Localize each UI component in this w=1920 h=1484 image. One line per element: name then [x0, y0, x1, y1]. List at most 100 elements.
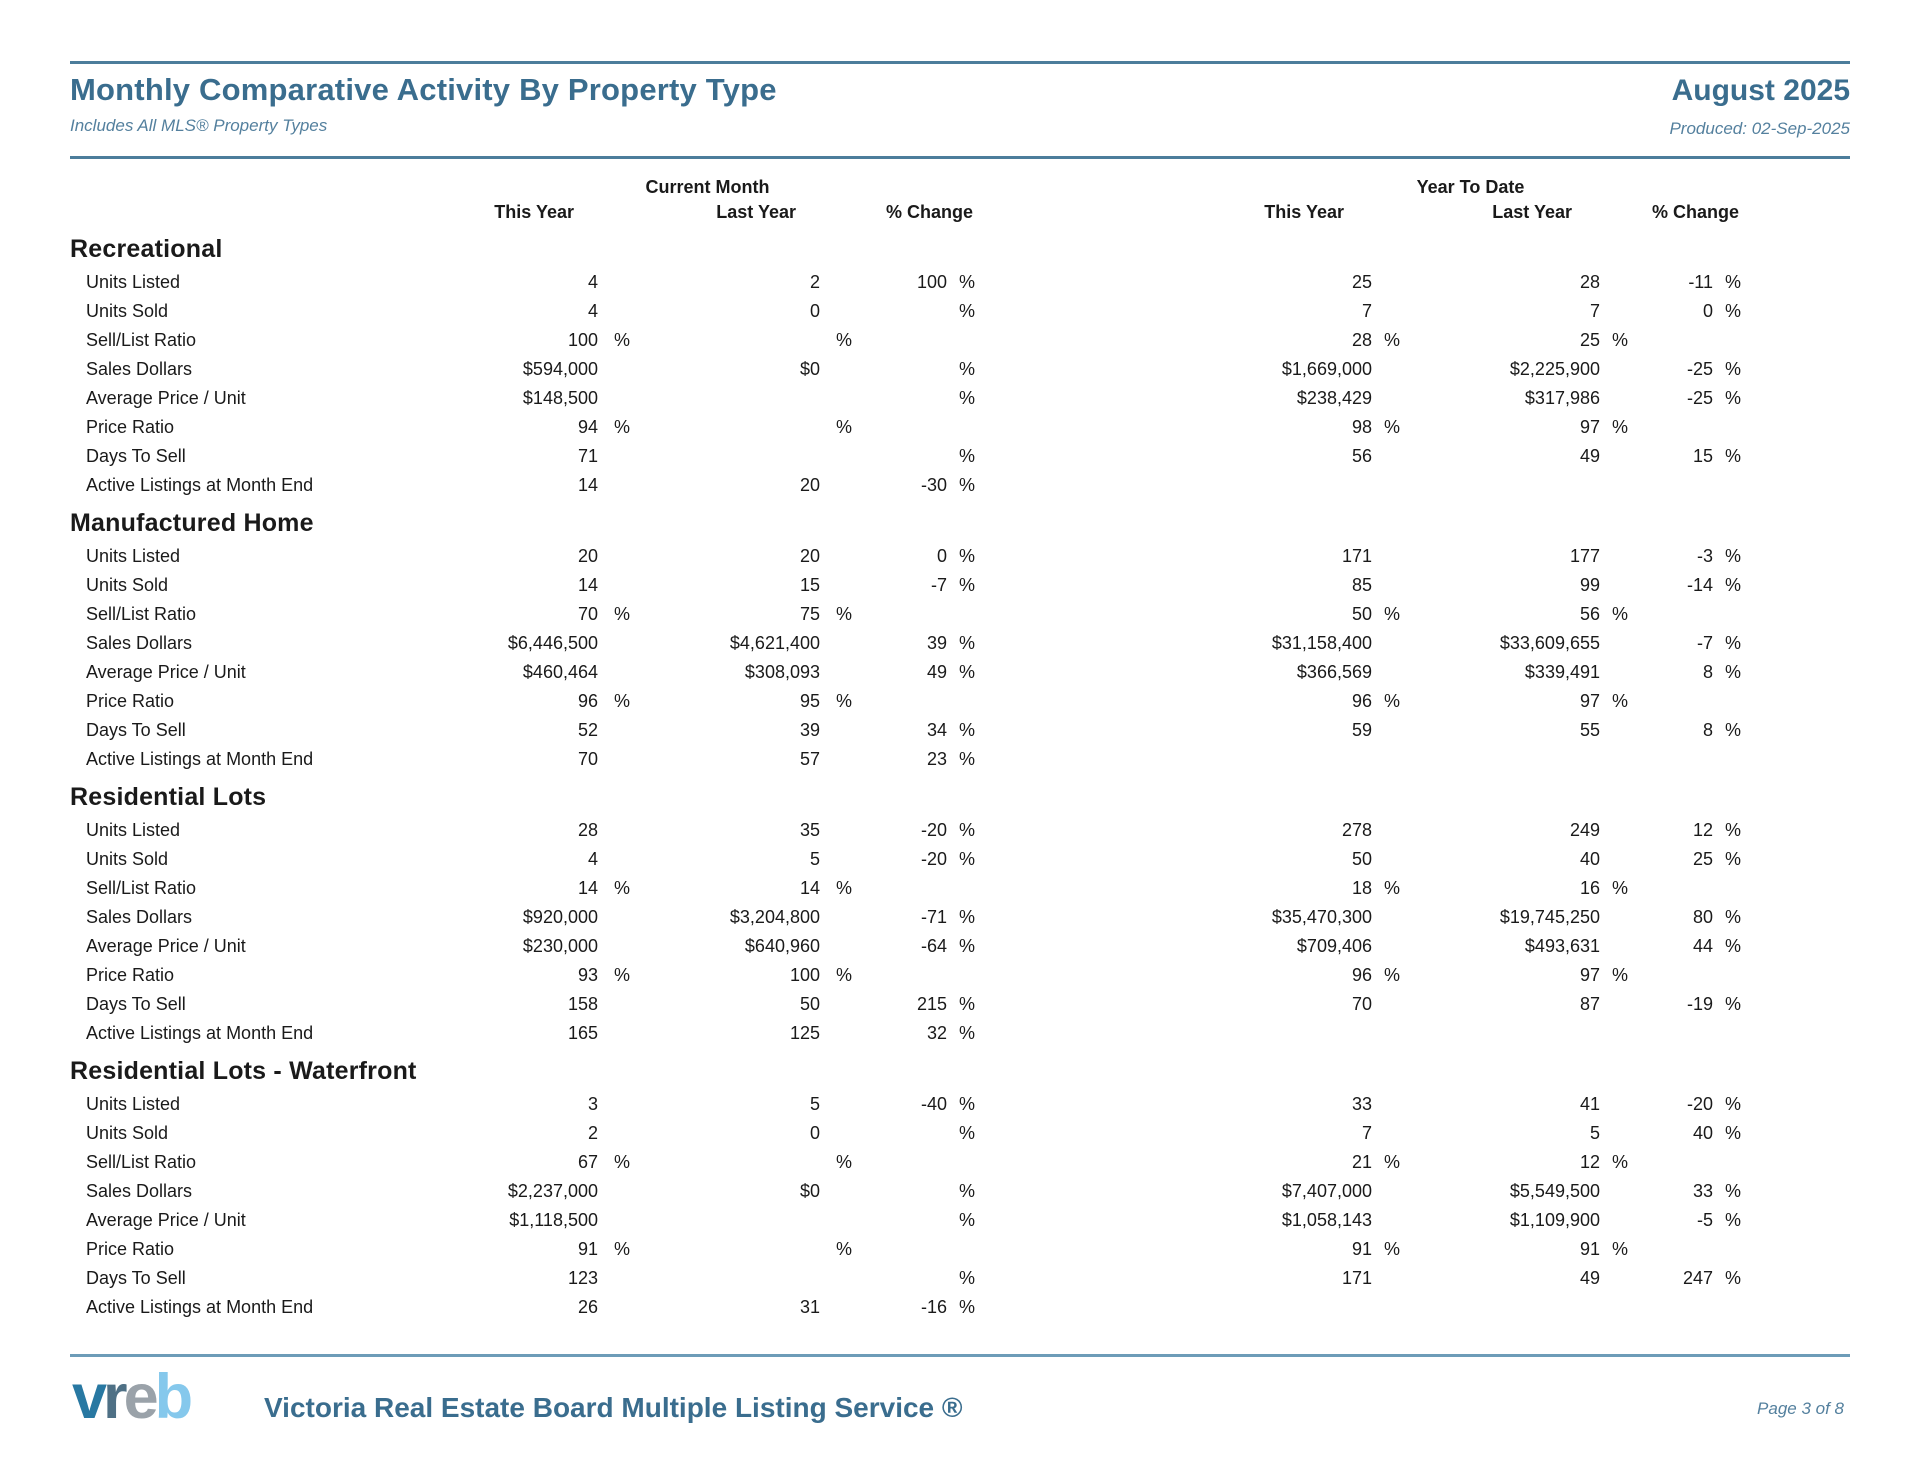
table-row: Days To Sell 52 39 34% 59 55 8% [70, 716, 1850, 745]
value-ytd-this-year: 278 [1341, 820, 1372, 840]
value-cm-this-year: 67 [577, 1152, 598, 1172]
percent-sign-cm-this-year [598, 571, 630, 600]
percent-sign-cm-this-year [598, 384, 630, 413]
value-ytd-this-year [1150, 471, 1372, 500]
percent-sign-cm-this-year [598, 745, 630, 774]
percent-sign-cm-pct-change: % [958, 359, 975, 379]
percent-sign-cm-last-year [820, 745, 852, 774]
value-cm-last-year [630, 1235, 820, 1264]
value-ytd-last-year: $2,225,900 [1509, 359, 1600, 379]
report-subtitle: Includes All MLS® Property Types [70, 116, 328, 135]
value-ytd-this-year [1150, 1293, 1372, 1322]
percent-sign-cm-this-year: % [613, 1239, 630, 1259]
value-cm-last-year: 0 [809, 301, 820, 321]
value-ytd-last-year: 7 [1589, 301, 1600, 321]
percent-sign-cm-this-year: % [613, 604, 630, 624]
percent-sign-cm-last-year [820, 542, 852, 571]
value-cm-last-year: 20 [799, 546, 820, 566]
percent-sign-ytd-this-year [1372, 1206, 1400, 1235]
column-group-spacer [975, 268, 1150, 297]
value-ytd-this-year: 171 [1341, 1268, 1372, 1288]
column-header-ytd-last-year: Last Year [1492, 202, 1572, 222]
row-label: Average Price / Unit [86, 388, 246, 408]
percent-sign-cm-last-year [820, 297, 852, 326]
percent-sign-ytd-this-year: % [1383, 691, 1400, 711]
value-ytd-this-year: 171 [1341, 546, 1372, 566]
value-ytd-pct-change [1628, 1148, 1713, 1177]
percent-sign-ytd-this-year [1372, 297, 1400, 326]
value-ytd-pct-change [1628, 326, 1713, 355]
value-cm-pct-change: -64 [920, 936, 947, 956]
percent-sign-ytd-pct-change: % [1724, 446, 1741, 466]
column-group-spacer [975, 716, 1150, 745]
table-row: Sell/List Ratio 70% 75% 50% 56% [70, 600, 1850, 629]
percent-sign-cm-pct-change: % [958, 662, 975, 682]
value-ytd-last-year [1400, 1293, 1600, 1322]
percent-sign-cm-last-year [820, 629, 852, 658]
column-header-ytd-this-year: This Year [1264, 202, 1344, 222]
percent-sign-ytd-this-year [1372, 355, 1400, 384]
value-cm-this-year: $2,237,000 [507, 1181, 598, 1201]
value-ytd-this-year: 50 [1351, 849, 1372, 869]
column-group-spacer [975, 845, 1150, 874]
value-cm-last-year [630, 442, 820, 471]
percent-sign-cm-last-year: % [835, 691, 852, 711]
value-cm-pct-change [852, 961, 947, 990]
column-group-spacer [975, 442, 1150, 471]
value-ytd-pct-change [1628, 874, 1713, 903]
percent-sign-ytd-pct-change [1713, 326, 1741, 355]
value-ytd-pct-change: 8 [1702, 720, 1713, 740]
percent-sign-cm-pct-change: % [958, 994, 975, 1014]
percent-sign-ytd-last-year: % [1611, 965, 1628, 985]
value-cm-pct-change: -7 [930, 575, 947, 595]
value-ytd-this-year: 50 [1351, 604, 1372, 624]
row-label: Days To Sell [86, 720, 186, 740]
table-row: Units Listed 3 5 -40% 33 41 -20% [70, 1090, 1850, 1119]
value-cm-this-year: 70 [577, 604, 598, 624]
column-group-spacer [975, 629, 1150, 658]
percent-sign-ytd-this-year [1372, 716, 1400, 745]
value-cm-this-year: 100 [567, 330, 598, 350]
percent-sign-cm-this-year [598, 1206, 630, 1235]
percent-sign-ytd-pct-change: % [1724, 936, 1741, 956]
percent-sign-ytd-this-year [1372, 1019, 1400, 1048]
value-cm-this-year: 123 [567, 1268, 598, 1288]
row-label: Units Listed [86, 820, 181, 840]
value-cm-this-year: $920,000 [522, 907, 598, 927]
percent-sign-ytd-last-year [1600, 629, 1628, 658]
table-row: Sell/List Ratio 67%% 21% 12% [70, 1148, 1850, 1177]
row-label: Sales Dollars [86, 633, 193, 653]
value-cm-last-year: 57 [799, 749, 820, 769]
value-ytd-last-year: 97 [1579, 965, 1600, 985]
value-ytd-pct-change: 0 [1702, 301, 1713, 321]
top-rule [70, 61, 1850, 64]
value-cm-this-year: 93 [577, 965, 598, 985]
row-label: Units Listed [86, 546, 181, 566]
value-ytd-this-year: $35,470,300 [1271, 907, 1372, 927]
value-cm-this-year: 71 [577, 446, 598, 466]
percent-sign-ytd-last-year [1600, 1019, 1628, 1048]
value-cm-pct-change [852, 1206, 947, 1235]
value-ytd-pct-change [1628, 600, 1713, 629]
value-cm-this-year: $460,464 [522, 662, 598, 682]
percent-sign-cm-last-year [820, 355, 852, 384]
value-cm-last-year: 100 [789, 965, 820, 985]
value-ytd-last-year: 5 [1589, 1123, 1600, 1143]
value-cm-pct-change: -20 [920, 820, 947, 840]
value-cm-pct-change [852, 1177, 947, 1206]
row-label: Units Sold [86, 301, 169, 321]
report-period: August 2025 [1671, 74, 1850, 107]
percent-sign-ytd-pct-change: % [1724, 662, 1741, 682]
row-label: Sell/List Ratio [86, 330, 197, 350]
value-ytd-last-year: 49 [1579, 1268, 1600, 1288]
value-cm-this-year: 96 [577, 691, 598, 711]
value-ytd-this-year: 18 [1351, 878, 1372, 898]
value-cm-this-year: 14 [577, 475, 598, 495]
value-cm-this-year: $230,000 [522, 936, 598, 956]
percent-sign-ytd-last-year [1600, 1119, 1628, 1148]
percent-sign-cm-last-year [820, 1090, 852, 1119]
percent-sign-ytd-pct-change: % [1724, 301, 1741, 321]
percent-sign-ytd-this-year: % [1383, 878, 1400, 898]
value-cm-last-year: 39 [799, 720, 820, 740]
